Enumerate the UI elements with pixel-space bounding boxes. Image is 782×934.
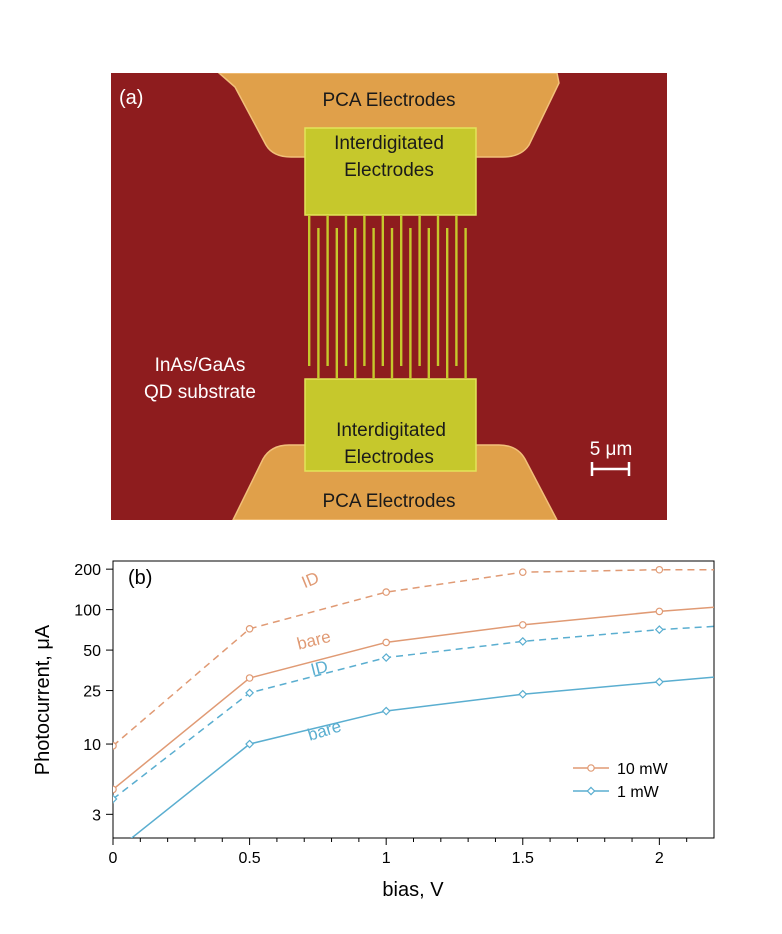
finger-top-2 — [326, 215, 329, 366]
bottom-idt-label-2: Electrodes — [344, 447, 434, 468]
x-tick-label: 2 — [655, 850, 664, 867]
legend-marker — [586, 786, 596, 796]
data-point-id-10-mw — [382, 588, 390, 596]
legend: 10 mW 1 mW — [573, 761, 669, 801]
finger-top-14 — [436, 215, 440, 366]
data-point-bare-10-mw — [245, 674, 254, 682]
finger-top-0 — [308, 215, 311, 366]
data-point-bare-1-mw — [518, 689, 528, 699]
scale-bar — [590, 462, 631, 476]
finger-bottom-1 — [317, 228, 320, 379]
panel-a-label: (a) — [119, 87, 143, 109]
series-layer — [113, 565, 714, 838]
finger-bottom-15 — [446, 228, 449, 379]
series-label: bare — [305, 717, 343, 745]
data-point-id-10-mw — [518, 568, 527, 576]
axes: 0 0.5 1 1.5 2 3 10 25 50 100 200 — [74, 562, 688, 867]
y-tick-label: 200 — [74, 562, 101, 579]
data-point-id-10-mw — [113, 742, 117, 750]
series-annotations: ID bare ID bare — [295, 568, 344, 745]
x-tick-label: 0 — [109, 850, 118, 867]
finger-top-4 — [344, 215, 348, 366]
substrate-label-2: QD substrate — [144, 382, 256, 403]
series-id-10-mw — [113, 565, 714, 750]
legend-label: 1 mW — [617, 784, 660, 801]
finger-top-10 — [400, 215, 403, 366]
y-tick-label: 100 — [74, 603, 101, 620]
series-label: bare — [295, 627, 333, 654]
data-point-id-1-mw — [381, 653, 391, 662]
top-pca-label: PCA Electrodes — [322, 90, 455, 111]
finger-bottom-9 — [390, 228, 394, 379]
data-point-bare-1-mw — [245, 739, 255, 749]
scale-bar-label: 5 μm — [590, 439, 633, 460]
finger-bottom-13 — [427, 228, 430, 379]
series-label: ID — [299, 568, 322, 592]
finger-top-12 — [418, 215, 421, 366]
data-point-bare-10-mw — [518, 621, 527, 629]
finger-bottom-3 — [335, 228, 338, 379]
panel-b-label: (b) — [128, 567, 152, 589]
top-idt-label-2: Electrodes — [344, 160, 434, 181]
x-axis-label: bias, V — [382, 879, 444, 901]
finger-bottom-17 — [464, 228, 467, 379]
idt-fingers — [308, 215, 467, 379]
finger-top-6 — [363, 215, 366, 366]
x-tick-label: 0.5 — [238, 850, 260, 867]
data-point-bare-10-mw — [382, 638, 390, 647]
finger-bottom-7 — [372, 228, 375, 379]
data-point-id-1-mw — [113, 794, 118, 804]
top-idt-label-1: Interdigitated — [334, 133, 444, 154]
y-axis-label: Photocurrent, μA — [32, 624, 54, 775]
series-bare-1-mw — [130, 676, 714, 838]
data-point-id-1-mw — [245, 688, 255, 698]
finger-top-8 — [381, 215, 384, 366]
idt-pad-bottom — [304, 378, 477, 472]
y-tick-label: 10 — [83, 737, 101, 754]
data-point-bare-1-mw — [654, 677, 664, 687]
finger-bottom-11 — [409, 228, 412, 379]
series-line-bare-1-mw — [130, 676, 714, 838]
legend-label: 10 mW — [617, 761, 669, 778]
series-line-id-10-mw — [113, 568, 714, 747]
data-point-id-10-mw — [655, 565, 664, 574]
idt-pad-top — [304, 127, 477, 216]
series-label: ID — [309, 657, 330, 680]
finger-top-16 — [455, 215, 458, 366]
y-tick-label: 3 — [92, 807, 101, 824]
data-point-id-1-mw — [518, 636, 528, 646]
data-point-bare-1-mw — [381, 706, 391, 716]
data-point-id-1-mw — [654, 625, 664, 635]
data-point-bare-10-mw — [655, 607, 664, 616]
bottom-pca-label: PCA Electrodes — [322, 491, 455, 512]
y-tick-label: 25 — [83, 684, 101, 701]
series-bare-10-mw — [113, 606, 714, 794]
bottom-idt-label-1: Interdigitated — [336, 420, 446, 441]
series-line-bare-10-mw — [113, 606, 714, 790]
sem-micrograph: (a) PCA Electrodes Interdigitated Electr… — [111, 73, 667, 520]
series-id-1-mw — [113, 625, 714, 804]
data-point-id-10-mw — [245, 625, 254, 633]
finger-bottom-5 — [354, 228, 357, 379]
substrate-label-1: InAs/GaAs — [155, 355, 246, 376]
x-tick-label: 1.5 — [512, 850, 534, 867]
y-tick-label: 50 — [83, 643, 101, 660]
data-point-bare-10-mw — [113, 785, 117, 794]
x-tick-label: 1 — [382, 850, 391, 867]
legend-marker — [587, 764, 595, 772]
series-line-id-1-mw — [113, 625, 714, 800]
